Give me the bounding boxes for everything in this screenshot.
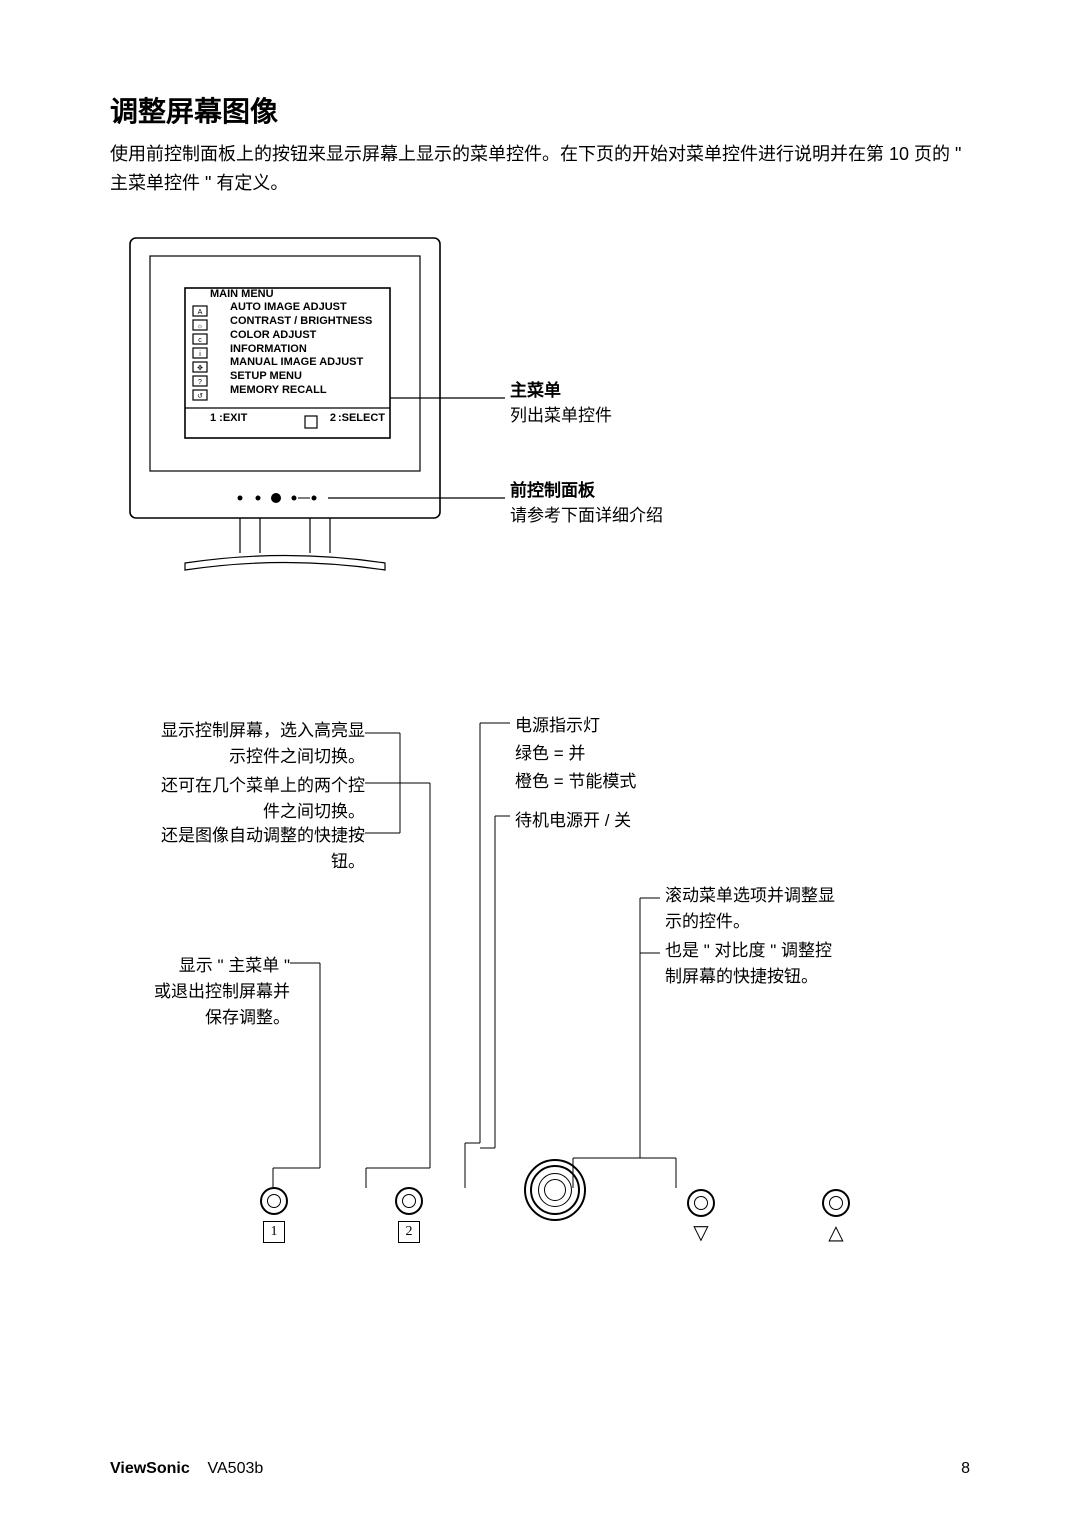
footer-model: VA503b xyxy=(208,1460,264,1477)
intro-text: 使用前控制面板上的按钮来显示屏幕上显示的菜单控件。在下页的开始对菜单控件进行说明… xyxy=(110,140,970,198)
menu-exit: 1 :EXIT xyxy=(210,412,247,426)
button-1: 1 xyxy=(260,1187,288,1243)
button-down: ▽ xyxy=(687,1189,715,1243)
menu-select: :SELECT xyxy=(338,412,385,424)
button-up: △ xyxy=(822,1189,850,1243)
menu-select-num: 2 xyxy=(328,412,338,424)
svg-text:☼: ☼ xyxy=(197,323,203,330)
svg-text:i: i xyxy=(199,351,201,358)
menu-item: AUTO IMAGE ADJUST xyxy=(230,301,385,315)
menu-header: MAIN MENU xyxy=(210,288,385,302)
button-power xyxy=(530,1165,580,1243)
menu-item: CONTRAST / BRIGHTNESS xyxy=(230,315,385,329)
label-main-menu: 主菜单 列出菜单控件 xyxy=(510,378,612,429)
menu-item: SETUP MENU xyxy=(230,370,385,384)
menu-item: MANUAL IMAGE ADJUST xyxy=(230,356,385,370)
svg-text:c: c xyxy=(198,337,202,344)
label-front-panel: 前控制面板 请参考下面详细介绍 xyxy=(510,478,663,529)
svg-text:A: A xyxy=(198,309,203,316)
svg-text:✥: ✥ xyxy=(197,364,203,372)
page-title: 调整屏幕图像 xyxy=(110,90,970,130)
footer-brand: ViewSonic xyxy=(110,1460,190,1477)
svg-text:↺: ↺ xyxy=(197,393,203,400)
controls-diagram: 显示控制屏幕，选入高亮显示控件之间切换。 还可在几个菜单上的两个控件之间切换。 … xyxy=(110,703,970,1243)
menu-item: MEMORY RECALL xyxy=(230,384,385,398)
monitor-diagram: A ☼ c i ✥ ? ↺ xyxy=(110,228,970,603)
svg-text:?: ? xyxy=(198,379,202,386)
footer-pagenum: 8 xyxy=(961,1460,970,1478)
main-menu-panel: MAIN MENU AUTO IMAGE ADJUST CONTRAST / B… xyxy=(210,288,385,426)
button-2: 2 xyxy=(395,1187,423,1243)
page-footer: ViewSonic VA503b 8 xyxy=(110,1460,970,1478)
menu-item: COLOR ADJUST xyxy=(230,329,385,343)
menu-item: INFORMATION xyxy=(230,343,385,357)
